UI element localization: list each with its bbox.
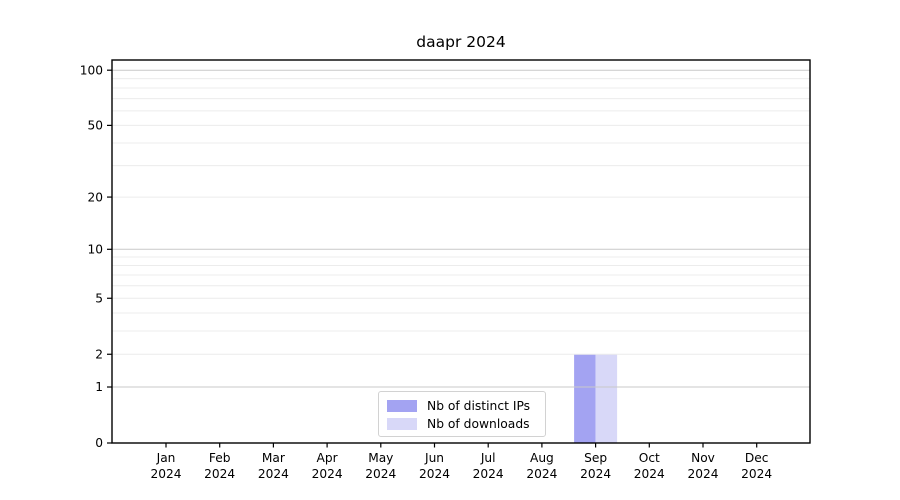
bar-sep-series0 xyxy=(574,354,596,443)
y-tick-label-0: 0 xyxy=(95,436,103,450)
y-tick-label-100: 100 xyxy=(80,63,103,77)
x-tick-label-year-apr: 2024 xyxy=(312,467,343,481)
x-tick-label-month-mar: Mar xyxy=(262,451,286,465)
legend-item-distinct-ips: Nb of distinct IPs xyxy=(387,397,545,415)
x-tick-label-month-jun: Jun xyxy=(424,451,444,465)
x-tick-label-month-jan: Jan xyxy=(156,451,176,465)
x-tick-label-month-nov: Nov xyxy=(691,451,715,465)
x-tick-label-year-mar: 2024 xyxy=(258,467,289,481)
x-tick-label-year-dec: 2024 xyxy=(741,467,772,481)
x-tick-label-year-aug: 2024 xyxy=(526,467,557,481)
x-tick-label-month-dec: Dec xyxy=(745,451,769,465)
x-tick-label-year-nov: 2024 xyxy=(687,467,718,481)
x-tick-label-month-sep: Sep xyxy=(584,451,607,465)
legend-swatch-downloads xyxy=(387,418,417,430)
legend: Nb of distinct IPs Nb of downloads xyxy=(378,391,546,437)
legend-label-distinct-ips: Nb of distinct IPs xyxy=(427,399,531,413)
y-tick-label-5: 5 xyxy=(95,291,103,305)
legend-item-downloads: Nb of downloads xyxy=(387,415,545,433)
y-tick-label-10: 10 xyxy=(87,243,103,257)
y-tick-label-50: 50 xyxy=(87,119,103,133)
x-tick-label-year-may: 2024 xyxy=(365,467,396,481)
x-tick-label-year-oct: 2024 xyxy=(634,467,665,481)
y-tick-label-2: 2 xyxy=(95,347,103,361)
x-tick-label-year-jan: 2024 xyxy=(150,467,181,481)
legend-label-downloads: Nb of downloads xyxy=(427,417,530,431)
y-tick-label-1: 1 xyxy=(95,380,103,394)
bar-sep-series1 xyxy=(595,354,618,443)
x-tick-label-month-apr: Apr xyxy=(317,451,339,465)
x-tick-label-month-oct: Oct xyxy=(639,451,660,465)
x-tick-label-month-feb: Feb xyxy=(209,451,231,465)
legend-swatch-distinct-ips xyxy=(387,400,417,412)
x-tick-label-month-may: May xyxy=(368,451,393,465)
x-tick-label-month-aug: Aug xyxy=(530,451,554,465)
x-tick-label-year-feb: 2024 xyxy=(204,467,235,481)
x-tick-label-year-jun: 2024 xyxy=(419,467,450,481)
x-tick-label-year-jul: 2024 xyxy=(473,467,504,481)
x-tick-label-year-sep: 2024 xyxy=(580,467,611,481)
x-tick-label-month-jul: Jul xyxy=(480,451,496,465)
y-tick-label-20: 20 xyxy=(87,190,103,204)
chart-title: daapr 2024 xyxy=(416,33,506,51)
plot-border xyxy=(111,59,811,444)
